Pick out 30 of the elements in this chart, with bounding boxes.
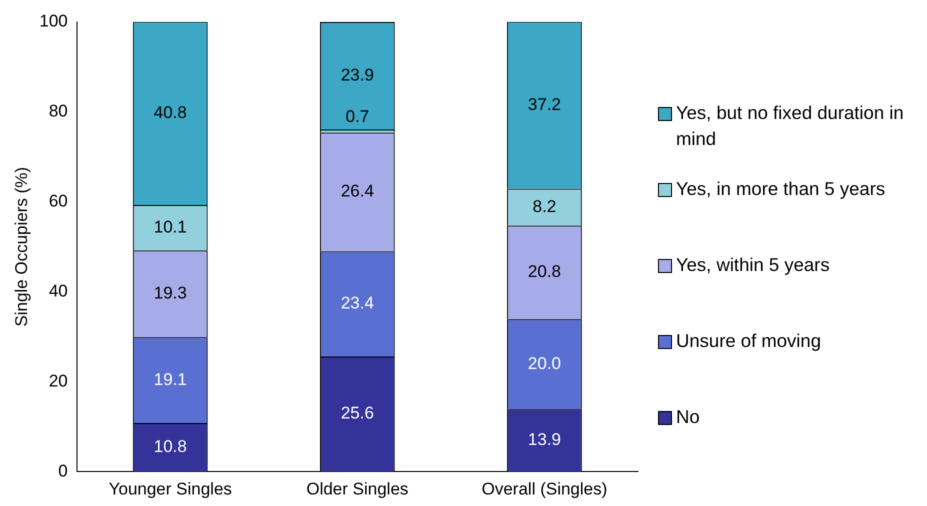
legend-label: Unsure of moving — [676, 329, 821, 353]
data-label: 13.9 — [528, 430, 562, 450]
x-tick-label: Younger Singles — [108, 479, 232, 498]
y-axis-title: Single Occupiers (%) — [12, 166, 31, 327]
data-label: 19.1 — [154, 370, 187, 389]
y-tick-label: 0 — [58, 461, 68, 480]
legend-label: Yes, within 5 years — [676, 253, 830, 277]
x-tick-label: Overall (Singles) — [482, 479, 608, 498]
legend-label: Yes, in more than 5 years — [676, 177, 886, 201]
data-label: 10.8 — [154, 437, 187, 456]
data-label: 8.2 — [532, 196, 556, 216]
data-label: 23.4 — [340, 294, 374, 313]
data-label: 37.2 — [528, 94, 562, 114]
y-tick-label: 60 — [48, 192, 68, 211]
data-label: 40.8 — [154, 102, 187, 122]
data-label: 20.0 — [528, 354, 562, 373]
data-label: 26.4 — [340, 182, 374, 201]
y-tick-label: 100 — [39, 12, 68, 31]
data-label: 19.3 — [154, 283, 187, 302]
legend-label: Yes, but no fixed duration in mind — [676, 101, 905, 151]
data-label: 25.6 — [340, 404, 374, 423]
y-tick-label: 80 — [48, 102, 68, 121]
data-label: 20.8 — [528, 262, 562, 282]
x-tick-label: Older Singles — [306, 479, 408, 498]
y-tick-label: 20 — [48, 371, 68, 390]
data-label: 0.7 — [346, 107, 370, 126]
data-label: 23.9 — [340, 65, 374, 84]
data-label: 10.1 — [154, 217, 187, 236]
legend-label: No — [676, 405, 700, 429]
y-tick-label: 40 — [48, 281, 68, 300]
